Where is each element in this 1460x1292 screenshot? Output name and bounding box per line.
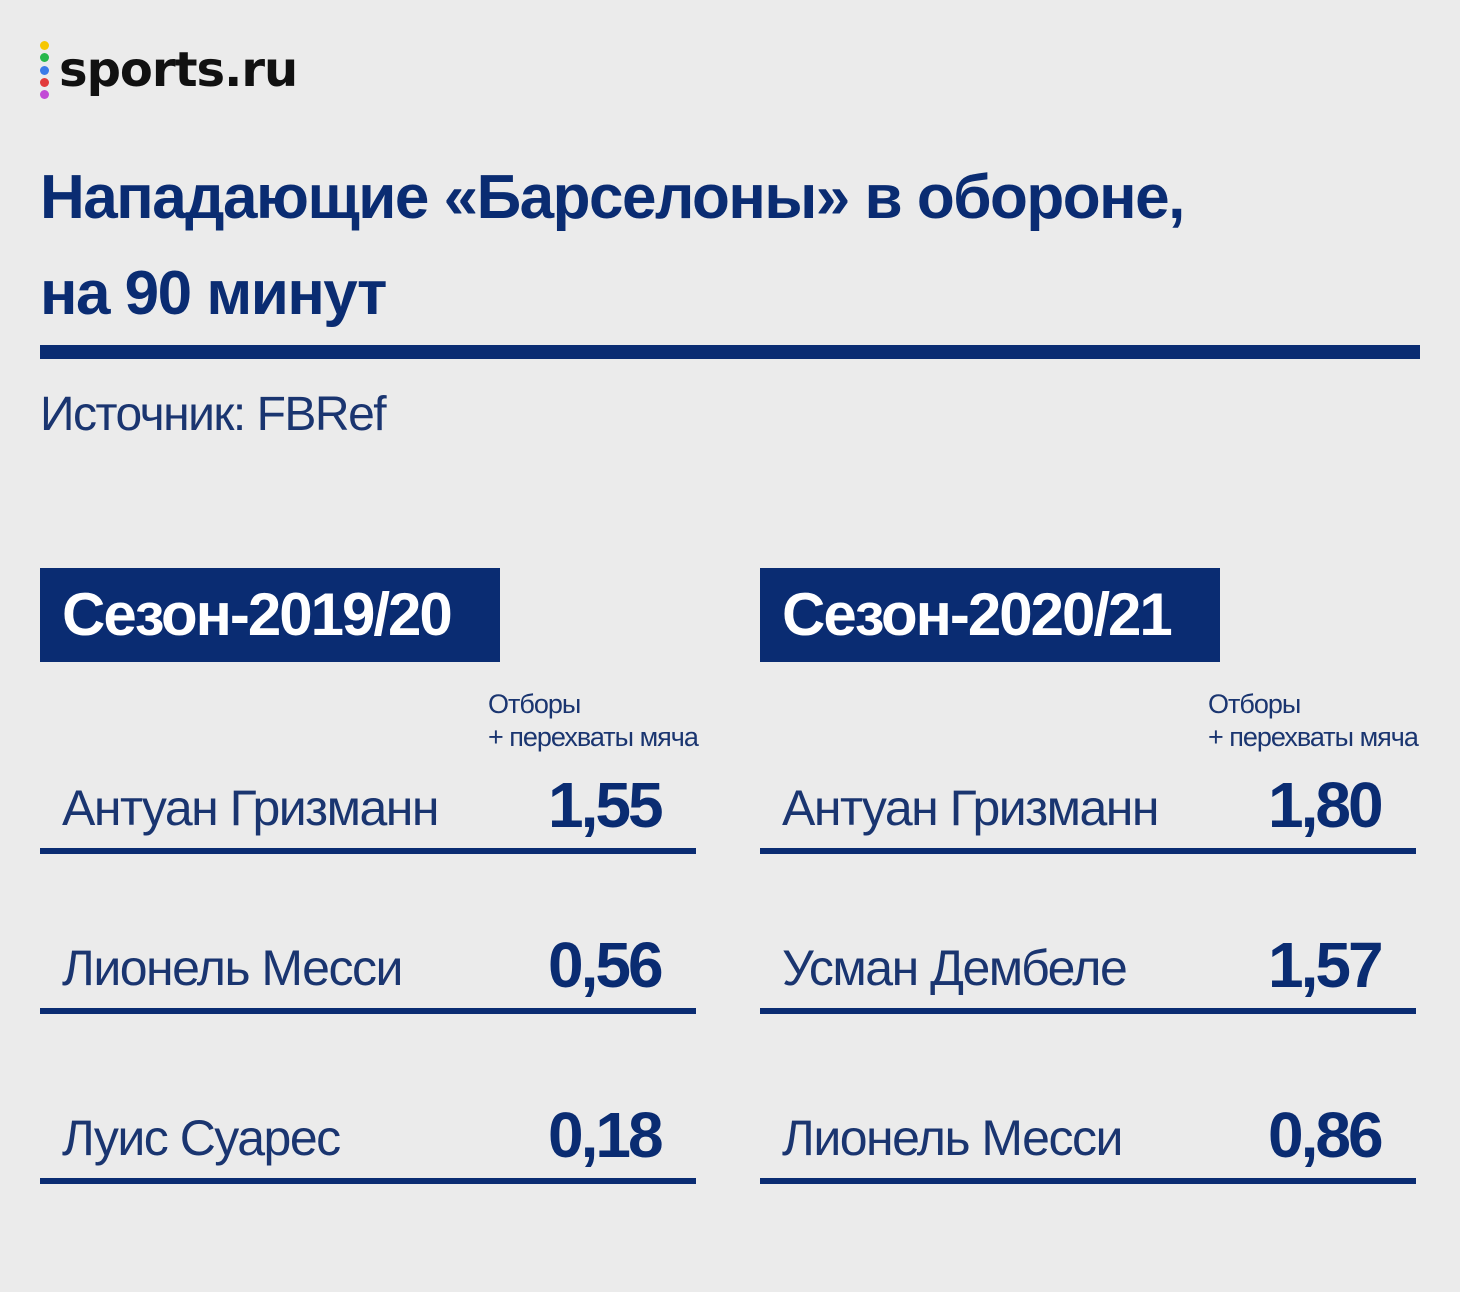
- table-row: Лионель Месси 0,86: [760, 1098, 1416, 1184]
- table-row: Антуан Гризманн 1,80: [760, 768, 1416, 854]
- title-divider: [40, 345, 1420, 359]
- stat-value: 1,57: [1268, 929, 1384, 1001]
- chart-title-line-2: на 90 минут: [40, 259, 387, 328]
- logo-dot: [40, 90, 49, 99]
- stat-value: 1,80: [1268, 769, 1384, 841]
- column-header: Отборы + перехваты мяча: [488, 688, 699, 754]
- player-name: Луис Суарес: [62, 1110, 341, 1166]
- table-row: Антуан Гризманн 1,55: [40, 768, 696, 854]
- logo-text: sports.ru: [59, 42, 298, 98]
- player-name: Лионель Месси: [62, 940, 403, 996]
- logo-dots-icon: [40, 41, 49, 99]
- table-row: Усман Дембеле 1,57: [760, 928, 1416, 1014]
- column-header-line-1: Отборы: [488, 689, 581, 719]
- season-panel-2019-20: Сезон-2019/20 Отборы + перехваты мяча Ан…: [40, 568, 700, 1188]
- logo-dot: [40, 41, 49, 50]
- logo-dot: [40, 65, 49, 75]
- chart-title: Нападающие «Барселоны» в обороне, на 90 …: [40, 150, 1420, 342]
- column-header: Отборы + перехваты мяча: [1208, 688, 1419, 754]
- chart-title-line-1: Нападающие «Барселоны» в обороне,: [40, 163, 1185, 232]
- season-label: Сезон-2019/20: [40, 568, 500, 662]
- column-header-line-2: + перехваты мяча: [1208, 722, 1419, 752]
- stat-value: 1,55: [548, 769, 664, 841]
- logo-dot: [40, 77, 49, 87]
- stat-value: 0,18: [548, 1099, 664, 1171]
- source-note: Источник: FBRef: [40, 388, 387, 441]
- stat-value: 0,56: [548, 929, 664, 1001]
- table-row: Луис Суарес 0,18: [40, 1098, 696, 1184]
- stat-value: 0,86: [1268, 1099, 1384, 1171]
- player-name: Антуан Гризманн: [782, 780, 1160, 836]
- player-name: Усман Дембеле: [782, 940, 1128, 996]
- sports-ru-logo: sports.ru: [40, 38, 298, 102]
- season-label: Сезон-2020/21: [760, 568, 1220, 662]
- table-row: Лионель Месси 0,56: [40, 928, 696, 1014]
- column-header-line-1: Отборы: [1208, 689, 1301, 719]
- column-header-line-2: + перехваты мяча: [488, 722, 699, 752]
- logo-dot: [40, 53, 49, 63]
- player-name: Лионель Месси: [782, 1110, 1123, 1166]
- season-panel-2020-21: Сезон-2020/21 Отборы + перехваты мяча Ан…: [760, 568, 1420, 1188]
- player-name: Антуан Гризманн: [62, 780, 440, 836]
